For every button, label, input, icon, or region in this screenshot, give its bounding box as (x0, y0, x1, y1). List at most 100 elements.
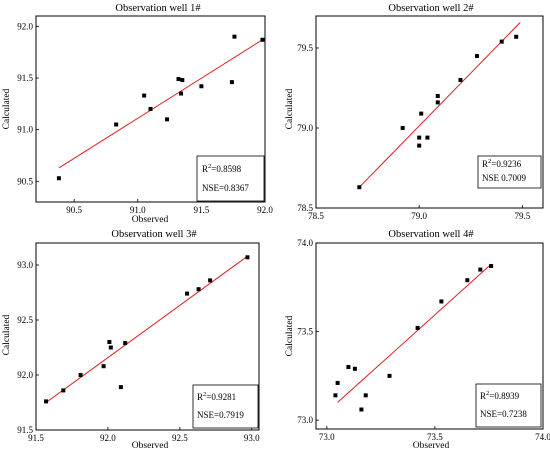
panel-1-marks: 90.5 91.0 91.5 92.0 90.5 91.0 91.5 92.0 (17, 21, 273, 215)
panel-4: Observation well 4# 73.0 73.5 74.0 73.0 73.5… (285, 229, 550, 451)
panel-3-ytick-label-0: 91.5 (17, 425, 33, 435)
panel-4-ylabel: Calculated (285, 315, 295, 356)
panel-1-ytick-label-1: 91.0 (17, 125, 33, 135)
panel-3-stats-nse: NSE=0.7919 (197, 410, 244, 420)
panel-1-frame (35, 15, 266, 203)
panel-3-stats-box (192, 384, 259, 429)
panel-2-point-11 (514, 34, 519, 39)
panel-2-point-7 (435, 100, 440, 105)
panel-2: Observation well 2# 78.5 79.0 79.5 78.5 79.0… (285, 3, 544, 221)
panel-4-xlabel: Observed (413, 441, 450, 451)
panel-1-point-2 (142, 93, 147, 98)
panel-4-point-10 (478, 267, 483, 272)
panel-3-xtick-label-0: 91.5 (28, 433, 44, 443)
panel-4-point-9 (465, 278, 470, 283)
panel-3-point-7 (123, 341, 128, 346)
panel-3-point-9 (196, 287, 201, 292)
panel-4-marks: 73.0 73.5 74.0 73.0 73.5 74.0 (297, 238, 550, 442)
panel-2-xtick-label-1: 79.0 (411, 211, 427, 221)
panel-1-point-6 (180, 78, 185, 83)
panel-4-stats-box (475, 383, 542, 428)
panel-3-fit-line (45, 255, 248, 403)
panel-3-point-2 (78, 373, 83, 377)
panel-1-ylabel: Calculated (2, 88, 12, 129)
panel-4-stats-r2: R2=0.8939 (480, 390, 520, 401)
panel-3-point-4 (107, 340, 112, 344)
panel-3-point-6 (118, 385, 123, 390)
panel-2-xtick-label-2: 79.5 (514, 211, 530, 221)
panel-2-point-6 (435, 94, 440, 98)
panel-4-xtick-label-0: 73.0 (319, 432, 335, 442)
panel-2-stats-nse: NSE 0.7009 (482, 173, 527, 183)
panel-4-point-1 (335, 380, 340, 385)
panel-1-xtick-label-2: 91.5 (194, 205, 210, 215)
panel-4-point-8 (439, 299, 444, 304)
panel-4-point-0 (333, 393, 338, 398)
panel-3-title: Observation well 3# (111, 229, 197, 240)
panel-2-point-8 (458, 78, 463, 82)
panel-2-stats-box (477, 155, 542, 189)
panel-4-ytick-label-0: 73.0 (297, 415, 313, 425)
panel-1-xtick-label-3: 92.0 (257, 205, 273, 215)
panel-2-point-0 (357, 185, 362, 190)
panel-3-ytick-label-1: 92.0 (17, 370, 33, 380)
panel-4-xtick-label-1: 73.5 (427, 432, 443, 442)
panel-1-fit-line (58, 39, 263, 169)
panel-1-stats-box (196, 155, 265, 202)
panel-4-point-7 (415, 326, 420, 331)
panel-2-point-9 (474, 54, 479, 58)
panel-4-point-2 (346, 365, 351, 369)
panel-2-point-4 (419, 111, 424, 116)
panel-3-xtick-label-3: 93.0 (244, 433, 260, 443)
panel-4-fit-line (337, 263, 492, 403)
panel-1: Observation well 1# 90.5 91.0 91.5 92.090.5… (2, 3, 273, 225)
panel-1-ytick-label-3: 92.0 (17, 21, 33, 31)
panel-1-stats-nse: NSE=0.8367 (202, 183, 249, 193)
panel-3-point-10 (208, 278, 213, 283)
panel-4-point-11 (489, 264, 494, 269)
panel-1-point-10 (232, 34, 237, 39)
panel-3-marks: 91.5 92.0 92.5 93.0 91.5 92.0 92.5 93.0 (17, 255, 260, 443)
panel-4-ytick-label-1: 73.5 (297, 327, 313, 337)
panel-3-point-11 (245, 255, 250, 260)
panel-2-fit-line (358, 22, 521, 188)
panel-1-ytick-label-0: 90.5 (17, 176, 33, 186)
panel-1-point-5 (176, 77, 181, 82)
panel-1-point-1 (114, 122, 119, 127)
panel-2-point-2 (417, 135, 422, 140)
panel-3-xtick-label-2: 92.5 (172, 433, 188, 443)
panel-4-point-6 (387, 373, 392, 378)
panel-1-point-3 (148, 107, 153, 111)
panel-3-stats-r2: R2=0.9281 (197, 391, 236, 402)
panel-4-stats-nse: NSE=0.7238 (480, 409, 527, 419)
panel-3-xlabel: Observed (132, 441, 169, 451)
panel-3-ytick-label-2: 92.5 (17, 315, 33, 325)
panel-1-xlabel: Observed (132, 215, 169, 225)
panel-2-marks: 78.5 79.0 79.5 78.5 79.0 79.5 (297, 22, 531, 221)
panel-4-xtick-label-2: 74.0 (535, 432, 550, 442)
panel-1-title: Observation well 1# (115, 3, 201, 14)
panel-1-ytick-label-2: 91.5 (17, 73, 33, 83)
panel-2-ytick-label-0: 78.5 (297, 203, 313, 213)
panel-3-frame (35, 242, 260, 431)
panel-3-xtick-label-1: 92.0 (100, 433, 116, 443)
panel-3-point-1 (61, 388, 66, 393)
panel-2-point-5 (425, 135, 430, 140)
panel-1-point-7 (179, 91, 184, 96)
panel-1-point-11 (260, 37, 265, 42)
panel-2-xtick-label-0: 78.5 (308, 211, 324, 221)
panel-2-stats-r2: R2=0.9236 (482, 158, 522, 169)
panel-4-title: Observation well 4# (388, 229, 474, 240)
panel-1-point-9 (229, 80, 234, 85)
panel-3-point-0 (44, 399, 49, 404)
panel-2-ytick-label-1: 79.0 (297, 123, 313, 133)
panel-1-stats-r2: R2=0.8598 (202, 163, 242, 174)
panel-1-point-8 (199, 84, 204, 89)
panel-2-point-10 (499, 39, 504, 44)
panel-2-title: Observation well 2# (388, 3, 474, 14)
panel-3: Observation well 3# 91.5 92.0 92.5 93.0 91.5… (2, 229, 260, 451)
panel-3-point-8 (185, 291, 190, 296)
panel-4-point-5 (363, 393, 368, 398)
